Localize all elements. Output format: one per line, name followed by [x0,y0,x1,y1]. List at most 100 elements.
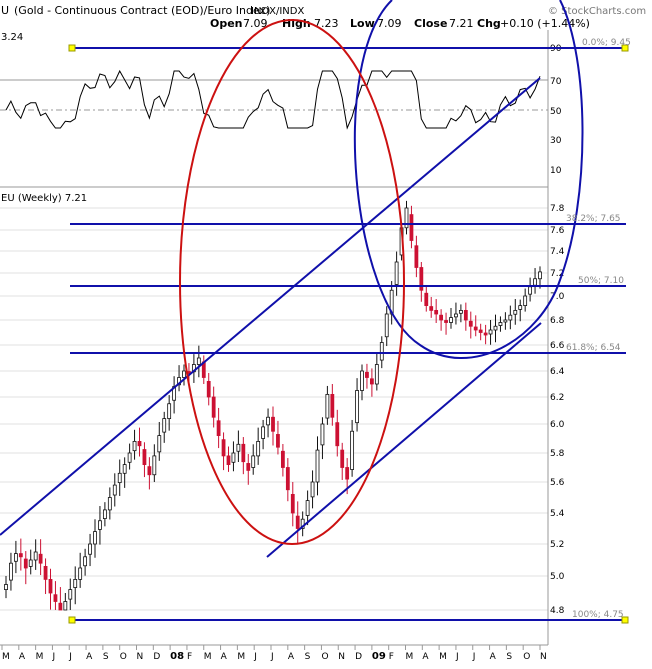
candle-body [276,434,280,448]
candle-body [266,416,270,426]
price-tick: 7.8 [550,204,565,214]
candle-body [434,309,439,315]
candle-body [127,452,132,463]
close-label: Close [414,17,447,30]
x-tick-label: M [204,652,212,662]
x-tick-label: N [540,652,547,662]
rsi-tick: 70 [550,77,562,87]
candle-body [38,553,43,564]
candle-body [53,594,58,602]
x-tick-label: M [439,652,447,662]
rsi-tick: 50 [550,107,562,117]
candle-body [251,455,256,468]
candle-body [379,342,384,361]
x-tick-label: 08 [170,651,184,662]
chart-symbol: U [1,4,9,17]
x-tick-label: M [406,652,414,662]
high-label: High [282,17,311,30]
candle-body [98,520,102,530]
candle-body [246,463,251,471]
red-ellipse [179,19,405,545]
candle-body [493,325,498,331]
fib-label: 38.2%; 7.65 [566,214,621,224]
x-tick-label: A [19,652,26,662]
candle-body [384,313,389,338]
x-tick-label: J [472,652,476,662]
price-tick: 7.6 [550,226,565,236]
candle-body [102,509,107,519]
candle-body [73,579,78,588]
candle-body [350,430,355,470]
x-tick-label: F [187,652,192,662]
candle-body [404,207,409,229]
candle-body [107,497,112,511]
price-tick: 6.6 [550,341,565,351]
candle-body [236,443,241,452]
candle-body [394,261,399,285]
candle-body [523,295,528,307]
close-value: 7.21 [449,17,474,30]
price-tick: 4.8 [550,606,565,616]
candle-body [58,602,63,611]
candle-body [458,309,463,314]
candle-body [315,449,320,483]
x-tick-label: F [389,652,394,662]
fib-label: 50%; 7.10 [578,276,624,286]
x-tick-label: D [153,652,160,662]
candle-body [196,357,201,365]
x-tick-label: N [338,652,345,662]
candle-body [4,584,8,590]
candle-body [424,292,429,306]
candle-body [508,314,513,321]
indicator-value: 3.24 [1,32,23,43]
candle-body [83,556,88,567]
candle-body [444,320,448,323]
candle-body [147,466,152,476]
chg-label: Chg [477,17,501,30]
candle-body [117,472,122,484]
candle-body [345,467,350,480]
annotations [0,0,626,621]
candle-body [488,329,493,335]
candle-body [9,562,13,581]
grid [0,30,549,646]
candle-body [221,439,226,457]
candle-body [78,567,83,580]
candle-body [211,396,216,418]
candle-body [439,314,444,321]
candle-body [360,370,364,391]
price-tick: 5.6 [550,478,565,488]
x-tick-label: D [355,652,362,662]
x-tick-label: A [86,652,93,662]
candle-body [256,440,261,457]
candle-body [63,601,68,611]
candle-body [13,553,18,562]
price-tick: 6.2 [550,393,564,403]
trend-channel-upper [0,77,541,536]
marker [621,616,629,624]
x-tick-label: J [68,652,72,662]
candle-body [320,423,325,446]
rsi-line [5,69,541,130]
candle-body [216,420,221,437]
price-tick: 6.4 [550,367,565,377]
fib-label: 0.0%; 9.45 [582,38,631,48]
price-legend: EU (Weekly) 7.21 [1,193,87,204]
candle-body [206,380,211,398]
candle-body [142,449,147,465]
watermark: © StockCharts.com [548,6,646,17]
cup-ellipse [353,0,584,360]
x-tick-label: M [2,652,10,662]
candle-body [355,390,359,424]
candle-body [280,450,285,468]
candle-body [528,286,533,295]
candle-body [93,531,97,545]
candle-body [518,305,523,310]
candle-body [122,464,127,474]
candle-body [325,393,330,419]
candle-body [483,332,488,336]
chart-title: (Gold - Continuous Contract (EOD)/Euro I… [14,4,270,17]
price-tick: 7.4 [550,247,565,257]
x-tick-label: O [120,652,127,662]
